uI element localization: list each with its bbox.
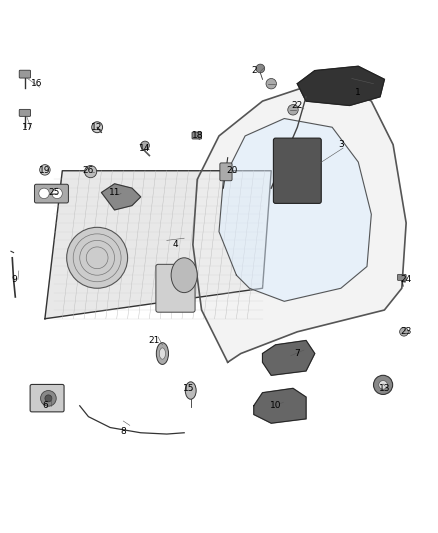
- Polygon shape: [102, 184, 141, 210]
- Text: 10: 10: [270, 401, 281, 410]
- Circle shape: [52, 188, 62, 199]
- FancyBboxPatch shape: [156, 264, 195, 312]
- Polygon shape: [262, 341, 315, 375]
- FancyBboxPatch shape: [19, 109, 31, 116]
- Text: 9: 9: [11, 275, 18, 284]
- Text: 25: 25: [48, 188, 59, 197]
- Text: 8: 8: [120, 427, 126, 437]
- Circle shape: [40, 165, 50, 175]
- Text: 20: 20: [226, 166, 238, 175]
- Circle shape: [67, 228, 127, 288]
- Circle shape: [379, 381, 388, 389]
- FancyBboxPatch shape: [192, 132, 201, 139]
- Polygon shape: [219, 118, 371, 301]
- Polygon shape: [193, 79, 406, 362]
- Ellipse shape: [156, 343, 169, 365]
- Circle shape: [39, 188, 49, 199]
- FancyBboxPatch shape: [30, 384, 64, 412]
- Text: 26: 26: [83, 166, 94, 175]
- Text: 3: 3: [338, 140, 344, 149]
- Circle shape: [399, 327, 408, 336]
- Text: 22: 22: [292, 101, 303, 110]
- Text: 14: 14: [139, 144, 151, 154]
- Ellipse shape: [159, 348, 166, 359]
- Circle shape: [41, 391, 56, 406]
- Circle shape: [374, 375, 392, 394]
- Text: 21: 21: [148, 336, 159, 345]
- FancyBboxPatch shape: [397, 274, 406, 280]
- Text: 12: 12: [92, 123, 103, 132]
- Text: 15: 15: [183, 384, 194, 393]
- Ellipse shape: [92, 122, 102, 133]
- Text: 19: 19: [39, 166, 51, 175]
- FancyBboxPatch shape: [220, 163, 232, 181]
- FancyBboxPatch shape: [273, 138, 321, 204]
- Text: 23: 23: [400, 327, 412, 336]
- Polygon shape: [45, 171, 271, 319]
- Ellipse shape: [171, 258, 197, 293]
- FancyBboxPatch shape: [19, 70, 31, 78]
- Circle shape: [288, 104, 298, 115]
- Text: 24: 24: [400, 275, 412, 284]
- Ellipse shape: [185, 382, 196, 399]
- Text: 16: 16: [31, 79, 42, 88]
- Polygon shape: [254, 389, 306, 423]
- Circle shape: [141, 141, 149, 150]
- Text: 1: 1: [355, 88, 361, 97]
- Text: 18: 18: [191, 132, 203, 140]
- Circle shape: [266, 78, 276, 89]
- Circle shape: [45, 395, 52, 402]
- Polygon shape: [297, 66, 385, 106]
- Text: 7: 7: [294, 349, 300, 358]
- Text: 4: 4: [173, 240, 178, 249]
- Text: 17: 17: [22, 123, 33, 132]
- Text: 6: 6: [42, 401, 48, 410]
- FancyBboxPatch shape: [35, 184, 68, 203]
- Text: 13: 13: [378, 384, 390, 393]
- Text: 11: 11: [109, 188, 120, 197]
- Circle shape: [256, 64, 265, 73]
- Text: 2: 2: [251, 66, 257, 75]
- Circle shape: [85, 166, 97, 177]
